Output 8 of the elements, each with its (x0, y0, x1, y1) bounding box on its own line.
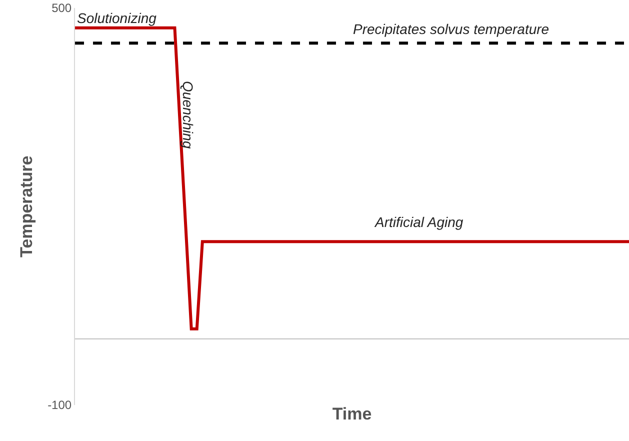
annotation: Quenching (180, 80, 196, 149)
y-tick-label: -100 (48, 398, 72, 412)
annotation: Solutionizing (77, 10, 157, 26)
y-axis-title: Temperature (17, 156, 36, 258)
ref-line-label: Precipitates solvus temperature (353, 21, 550, 37)
y-tick-label: 500 (52, 1, 72, 16)
annotation: Artificial Aging (374, 214, 464, 230)
x-axis-title: Time (332, 404, 372, 424)
